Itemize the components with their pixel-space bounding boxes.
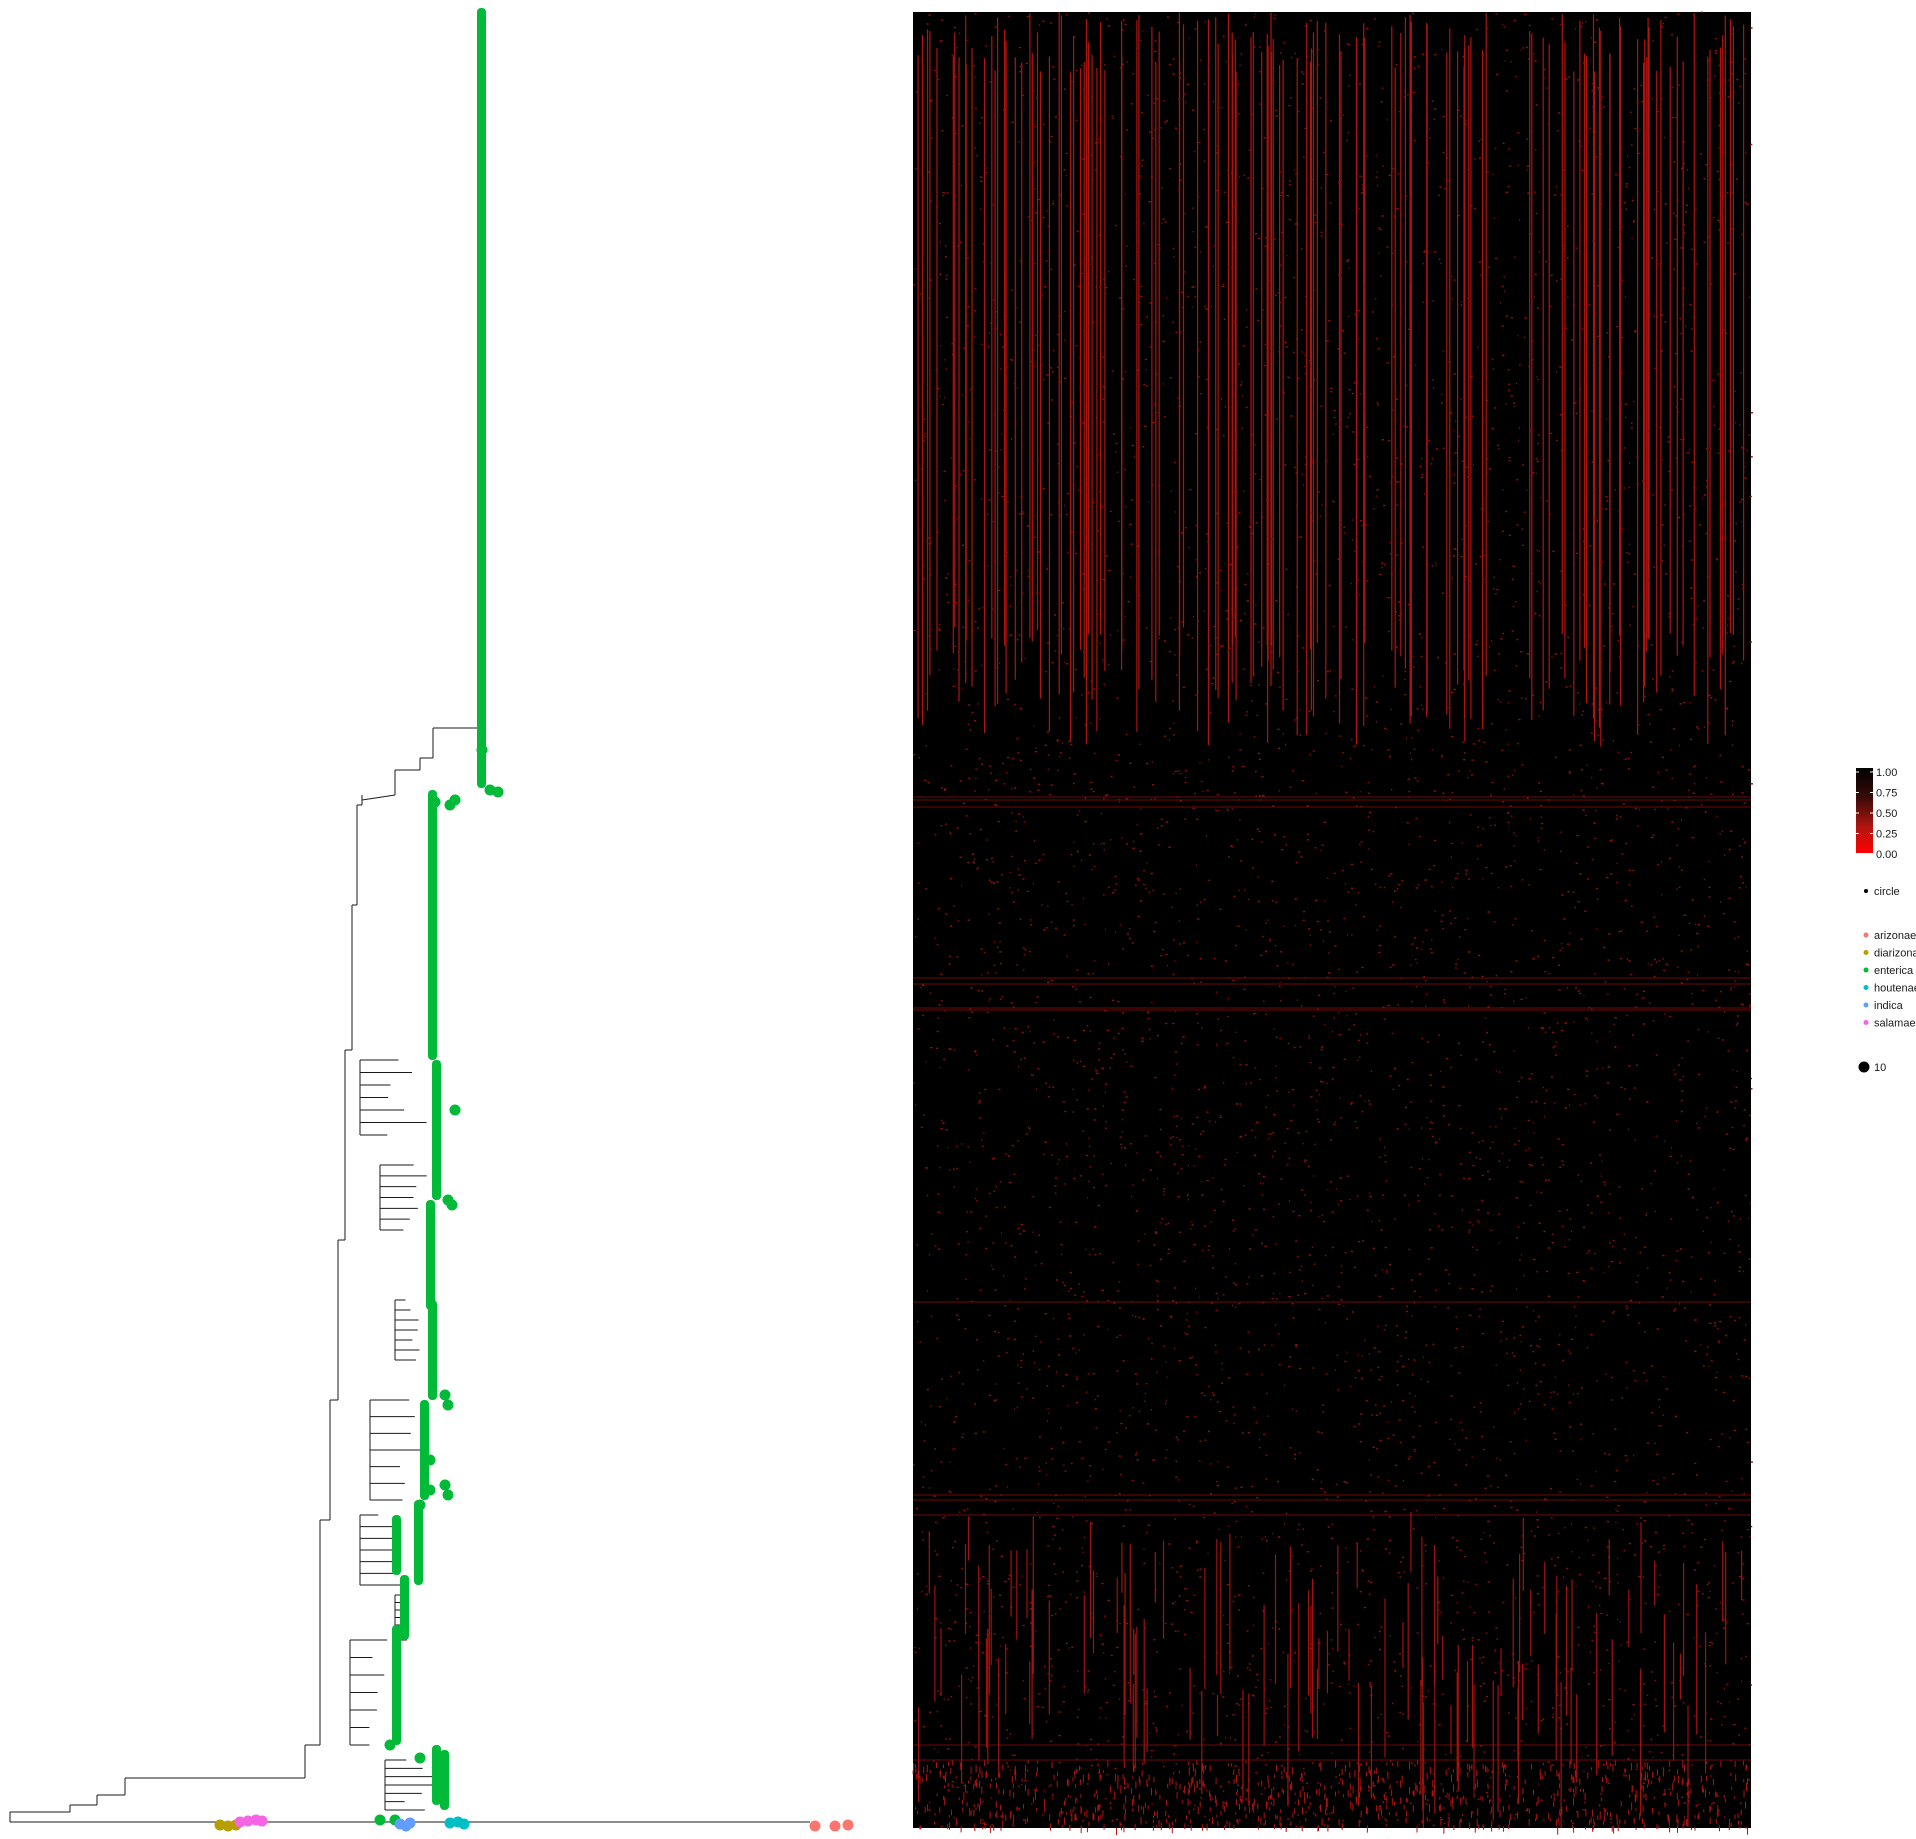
enterica-tip-point [442,1489,454,1501]
colorbar-tick-label: 1.00 [1876,767,1897,779]
tree-branches [9,10,810,1823]
enterica-tip-column-10 [440,1750,449,1810]
enterica-tip-point [439,1389,451,1401]
size-legend-label: 10 [1874,1062,1886,1074]
enterica-tip-point [492,786,504,798]
enterica-tip-point [414,1752,426,1764]
enterica-tip-point [424,1454,436,1466]
group-legend-key-indica [1863,1002,1869,1008]
enterica-tip-column-5 [414,1500,423,1585]
enterica-tip-column-2 [426,1200,435,1310]
indica-tip-point [400,1820,412,1832]
size-legend-key [1858,1061,1870,1073]
heatmap-lower-stripes [918,1512,1743,1828]
colorbar-tick-label: 0.75 [1876,788,1897,800]
salamae-tip-point [242,1815,254,1827]
group-legend-key-arizonae [1863,932,1869,938]
enterica-tip-point [374,1814,386,1826]
heatmap-horizontal-lines [913,796,1751,1761]
enterica-tip-column-7 [400,1575,409,1640]
enterica-tip-point [429,796,441,808]
salamae-tip-point [234,1816,246,1828]
diarizonae-tip-point [222,1820,234,1832]
arizonae-tip-point [809,1820,821,1832]
group-legend-key-houtenae [1863,985,1869,990]
enterica-tip-point [446,1199,458,1211]
group-legend-label-indica: indica [1874,1000,1904,1012]
enterica-tip-point [476,744,488,756]
arizonae-tip-point [829,1820,841,1832]
enterica-tip-point [434,1764,446,1776]
heatmap-bottom-band [912,1760,1750,1835]
group-legend-key-salamae [1863,1020,1869,1025]
colorbar-ticks: 1.00 0.75 0.50 0.25 0.00 [1856,767,1897,861]
phylogenetic-tree [9,8,854,1832]
enterica-tip-point [424,1484,436,1496]
enterica-tip-point [442,1399,454,1411]
enterica-tip-column-0 [428,790,437,1060]
tree-branch-paths [9,10,810,1823]
heatmap-red-cells [912,11,1754,1835]
houtenae-tip-point [444,1817,456,1829]
arizonae-tip-point [842,1819,854,1831]
legend: 1.00 0.75 0.50 0.25 0.00 circle arizonae diar… [1856,767,1916,1074]
colorbar [1856,768,1873,853]
shape-legend-label: circle [1874,886,1900,898]
enterica-tip-column-4 [420,1400,429,1500]
enterica-tip-column-1 [432,1060,441,1200]
enterica-tip-column-6 [392,1515,401,1575]
diarizonae-tip-point [214,1819,226,1831]
colorbar-tick-label: 0.00 [1876,849,1897,861]
group-legend-key-diarizonae [1863,950,1869,955]
houtenae-tip-point [458,1818,470,1830]
heatmap-background [913,12,1751,1828]
heatmap-upper-stripes [917,12,1745,747]
tree-tip-points [214,8,854,1832]
salamae-tip-point [256,1815,268,1827]
heatmap-scattered-cells [913,11,1754,1829]
group-legend-key-enterica [1863,967,1869,973]
colorbar-tick-label: 0.50 [1876,808,1897,820]
colorbar-tick-label: 0.25 [1876,829,1897,841]
group-legend-label-enterica: enterica [1874,965,1914,977]
enterica-tip-point [449,1104,461,1116]
enterica-tip-point [439,1479,451,1491]
heatmap [912,11,1754,1835]
enterica-tip-column-3 [428,1300,437,1400]
shape-legend-key [1864,889,1868,893]
group-legend-label-houtenae: houtenae [1874,983,1916,995]
enterica-tip-point [444,799,456,811]
enterica-tip-point [414,1499,426,1511]
enterica-tip-column [477,8,486,788]
enterica-tip-column-8 [392,1625,401,1745]
group-legend-label-salamae: salamae [1874,1018,1916,1030]
group-legend-label-arizonae: arizonae [1874,930,1916,942]
enterica-tip-point [384,1739,396,1751]
enterica-tip-column-9 [432,1745,441,1805]
